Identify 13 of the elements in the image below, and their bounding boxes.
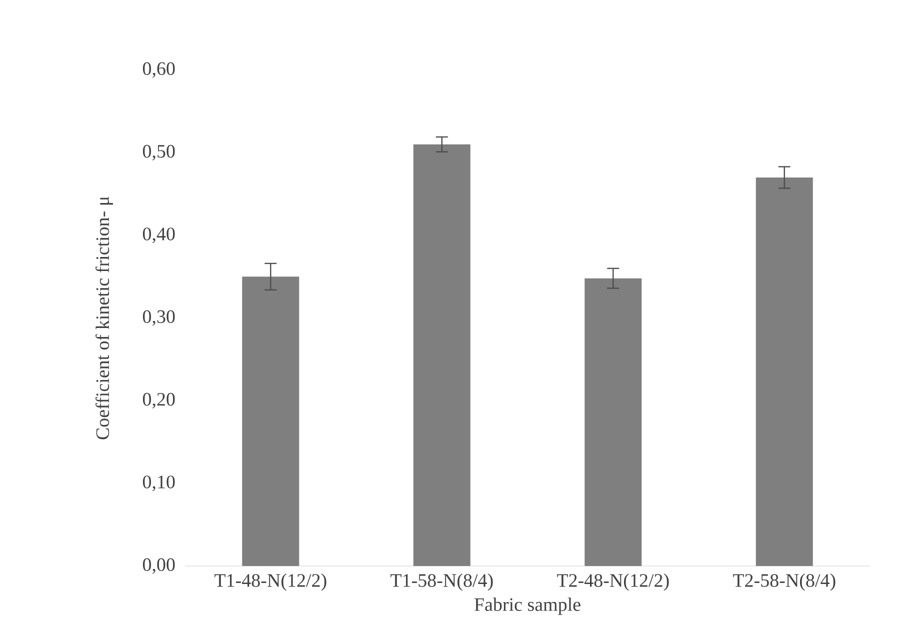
x-tick-label: T2-58-N(8/4) — [733, 574, 836, 591]
y-tick-label: 0,60 — [142, 62, 175, 78]
y-tick-label: 0,20 — [142, 392, 175, 408]
y-tick-label: 0,30 — [142, 310, 175, 326]
y-tick-label: 0,10 — [142, 476, 175, 492]
x-tick-label: T1-48-N(12/2) — [214, 574, 326, 591]
x-axis-title: Fabric sample — [474, 598, 580, 615]
x-tick-label: T2-48-N(12/2) — [557, 574, 669, 591]
y-tick-label: 0,50 — [142, 144, 175, 160]
y-tick-label: 0,40 — [142, 228, 175, 244]
y-axis-title: Coefficient of kinetic friction- μ — [96, 196, 113, 440]
x-tick-label: T1-58-N(8/4) — [390, 574, 493, 591]
y-tick-label: 0,00 — [142, 558, 175, 574]
